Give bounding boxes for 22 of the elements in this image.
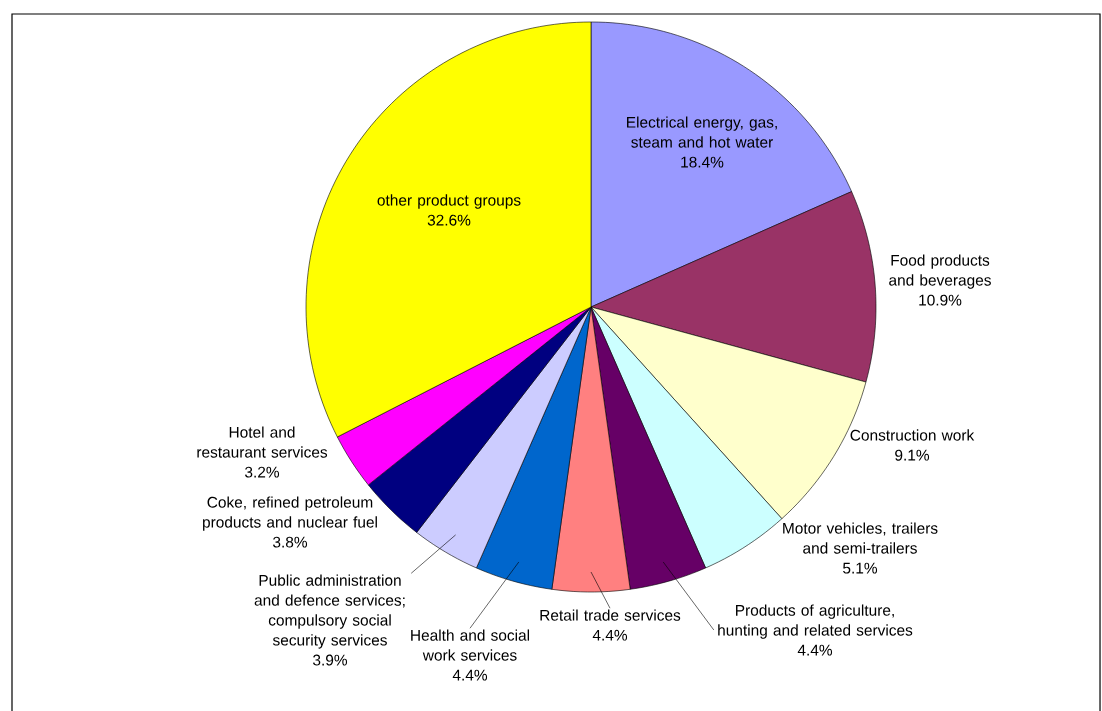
slice-label: Electrical energy, gas, steam and hot water bbox=[627, 116, 777, 148]
slice-label: Public administration and defence services; compulsory social security services bbox=[254, 574, 405, 649]
slice-label: other product groups bbox=[377, 194, 521, 209]
data-label: 10.9% bbox=[919, 294, 962, 306]
data-label: 4.4% bbox=[452, 669, 488, 681]
data-label: 9.1% bbox=[895, 449, 930, 461]
data-label: 4.4% bbox=[797, 644, 833, 656]
slice-label: Construction work bbox=[850, 429, 975, 441]
slice-label: Coke, refined petroleum products and nuclear fuel bbox=[203, 496, 377, 531]
slice-label: Hotel and restaurant services bbox=[197, 426, 328, 458]
data-label: 3.9% bbox=[313, 654, 348, 666]
data-label: 32.6% bbox=[427, 214, 471, 226]
slice-label: Food products and beverages bbox=[889, 254, 991, 289]
slice-label: Motor vehicles, trailers and semi-trailers bbox=[783, 522, 938, 554]
data-label: 3.2% bbox=[245, 466, 280, 478]
slice-label: Health and social work services bbox=[411, 629, 530, 661]
slice-label: Products of agriculture, hunting and related services bbox=[718, 604, 913, 639]
data-label: 3.8% bbox=[273, 536, 308, 548]
data-label: 5.1% bbox=[843, 562, 878, 574]
data-label: 18.4% bbox=[681, 156, 724, 168]
slice-label: Retail trade services bbox=[540, 609, 681, 621]
data-label: 4.4% bbox=[592, 629, 628, 641]
